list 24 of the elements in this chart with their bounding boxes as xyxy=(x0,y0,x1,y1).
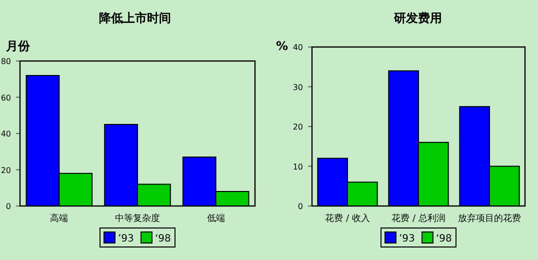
x-tick-label: 放弃项目的花费 xyxy=(458,213,521,224)
legend-label: ’93 xyxy=(399,234,415,244)
y-axis-title: % xyxy=(276,39,288,53)
legend-label: ’93 xyxy=(118,234,134,244)
y-tick-label: 20 xyxy=(292,122,303,132)
y-tick-label: 40 xyxy=(292,43,303,52)
chart-title: 研发费用 xyxy=(393,11,442,25)
chart-title: 降低上市时间 xyxy=(99,11,171,25)
y-tick-label: 20 xyxy=(0,166,11,175)
legend-label: ‘98 xyxy=(436,234,452,244)
x-tick-label: 中等复杂度 xyxy=(115,213,160,224)
legend-label: ‘98 xyxy=(155,234,171,244)
x-tick-label: 低端 xyxy=(206,213,225,224)
y-tick-label: 10 xyxy=(292,162,303,172)
y-tick-label: 30 xyxy=(292,82,303,92)
x-tick-label: 花费 / 收入 xyxy=(325,213,370,224)
y-tick-label: 80 xyxy=(0,57,11,66)
y-tick-label: 0 xyxy=(6,202,11,211)
x-tick-label: 花费 / 总利润 xyxy=(392,213,446,224)
x-tick-label: 高端 xyxy=(50,213,68,224)
y-axis-title: 月份 xyxy=(5,39,31,53)
y-tick-label: 60 xyxy=(0,93,11,102)
y-tick-label: 40 xyxy=(0,130,11,138)
y-tick-label: 0 xyxy=(298,202,303,211)
